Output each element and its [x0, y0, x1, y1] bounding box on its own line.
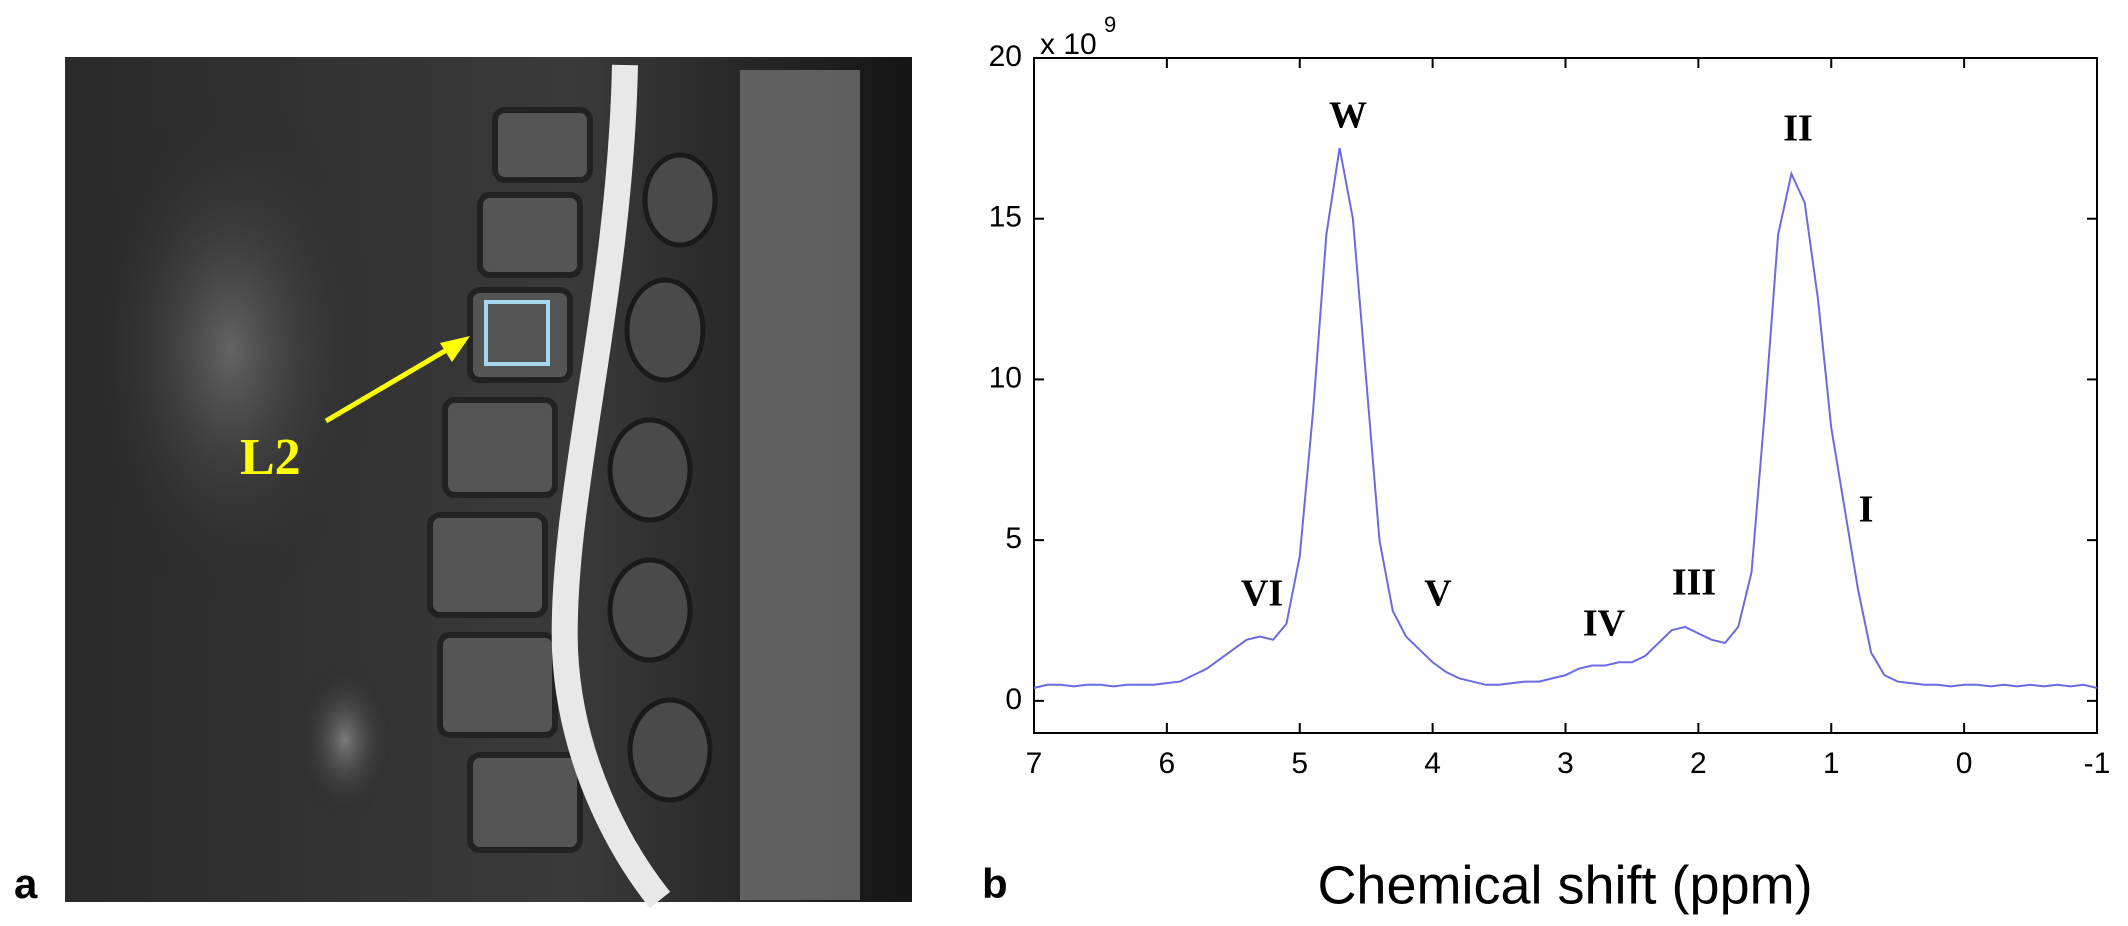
x-tick-label: 5	[1291, 747, 1308, 780]
vertebra	[442, 397, 558, 498]
spectrum-line	[1033, 147, 2098, 689]
plot-frame	[1033, 57, 2098, 734]
x-tick-label: -1	[2084, 747, 2111, 780]
vertebra	[467, 752, 583, 853]
y-tick-label: 10	[989, 361, 1022, 394]
x-tick-label: 3	[1557, 747, 1574, 780]
roi-box	[484, 300, 550, 366]
peak-label: IV	[1583, 603, 1626, 645]
process	[642, 152, 718, 248]
peak-label: W	[1329, 95, 1367, 137]
process	[624, 277, 706, 383]
x-axis-label: Chemical shift (ppm)	[1317, 855, 1812, 915]
process	[607, 417, 693, 523]
y-tick-label: 5	[1005, 522, 1022, 555]
process	[607, 557, 693, 663]
vertebra	[477, 192, 583, 278]
mri-tissue	[80, 90, 380, 610]
peak-label: II	[1783, 108, 1813, 150]
panel-label: a	[14, 860, 38, 907]
arrow-head	[440, 336, 470, 362]
y-tick-label: 20	[989, 40, 1022, 73]
spinous-processes	[607, 152, 718, 803]
peak-label: I	[1859, 489, 1874, 531]
peak-label: VI	[1241, 573, 1283, 615]
peak-label: III	[1672, 562, 1716, 604]
x-tick-label: 1	[1823, 747, 1840, 780]
vertebra	[427, 512, 548, 618]
mri-muscle	[740, 70, 860, 900]
y-tick-label: 15	[989, 201, 1022, 234]
x-tick-label: 6	[1159, 747, 1176, 780]
x-tick-label: 2	[1690, 747, 1707, 780]
y-multiplier-exponent: 9	[1104, 12, 1116, 37]
peak-label: V	[1424, 573, 1452, 615]
mri-image: L2	[65, 57, 912, 909]
mri-tissue	[295, 660, 395, 820]
process	[627, 697, 713, 803]
x-tick-label: 4	[1424, 747, 1441, 780]
vertebra	[467, 287, 573, 383]
spinal-canal	[551, 64, 671, 909]
panel-label: b	[982, 860, 1008, 907]
vertebra	[492, 107, 593, 183]
x-tick-label: 7	[1026, 747, 1043, 780]
vertebrae	[427, 107, 593, 853]
vertebra	[437, 632, 558, 738]
y-multiplier: x 10	[1040, 28, 1097, 61]
x-tick-label: 0	[1956, 747, 1973, 780]
roi-label: L2	[240, 429, 301, 486]
y-tick-label: 0	[1005, 683, 1022, 716]
arrow-shaft	[324, 342, 457, 424]
